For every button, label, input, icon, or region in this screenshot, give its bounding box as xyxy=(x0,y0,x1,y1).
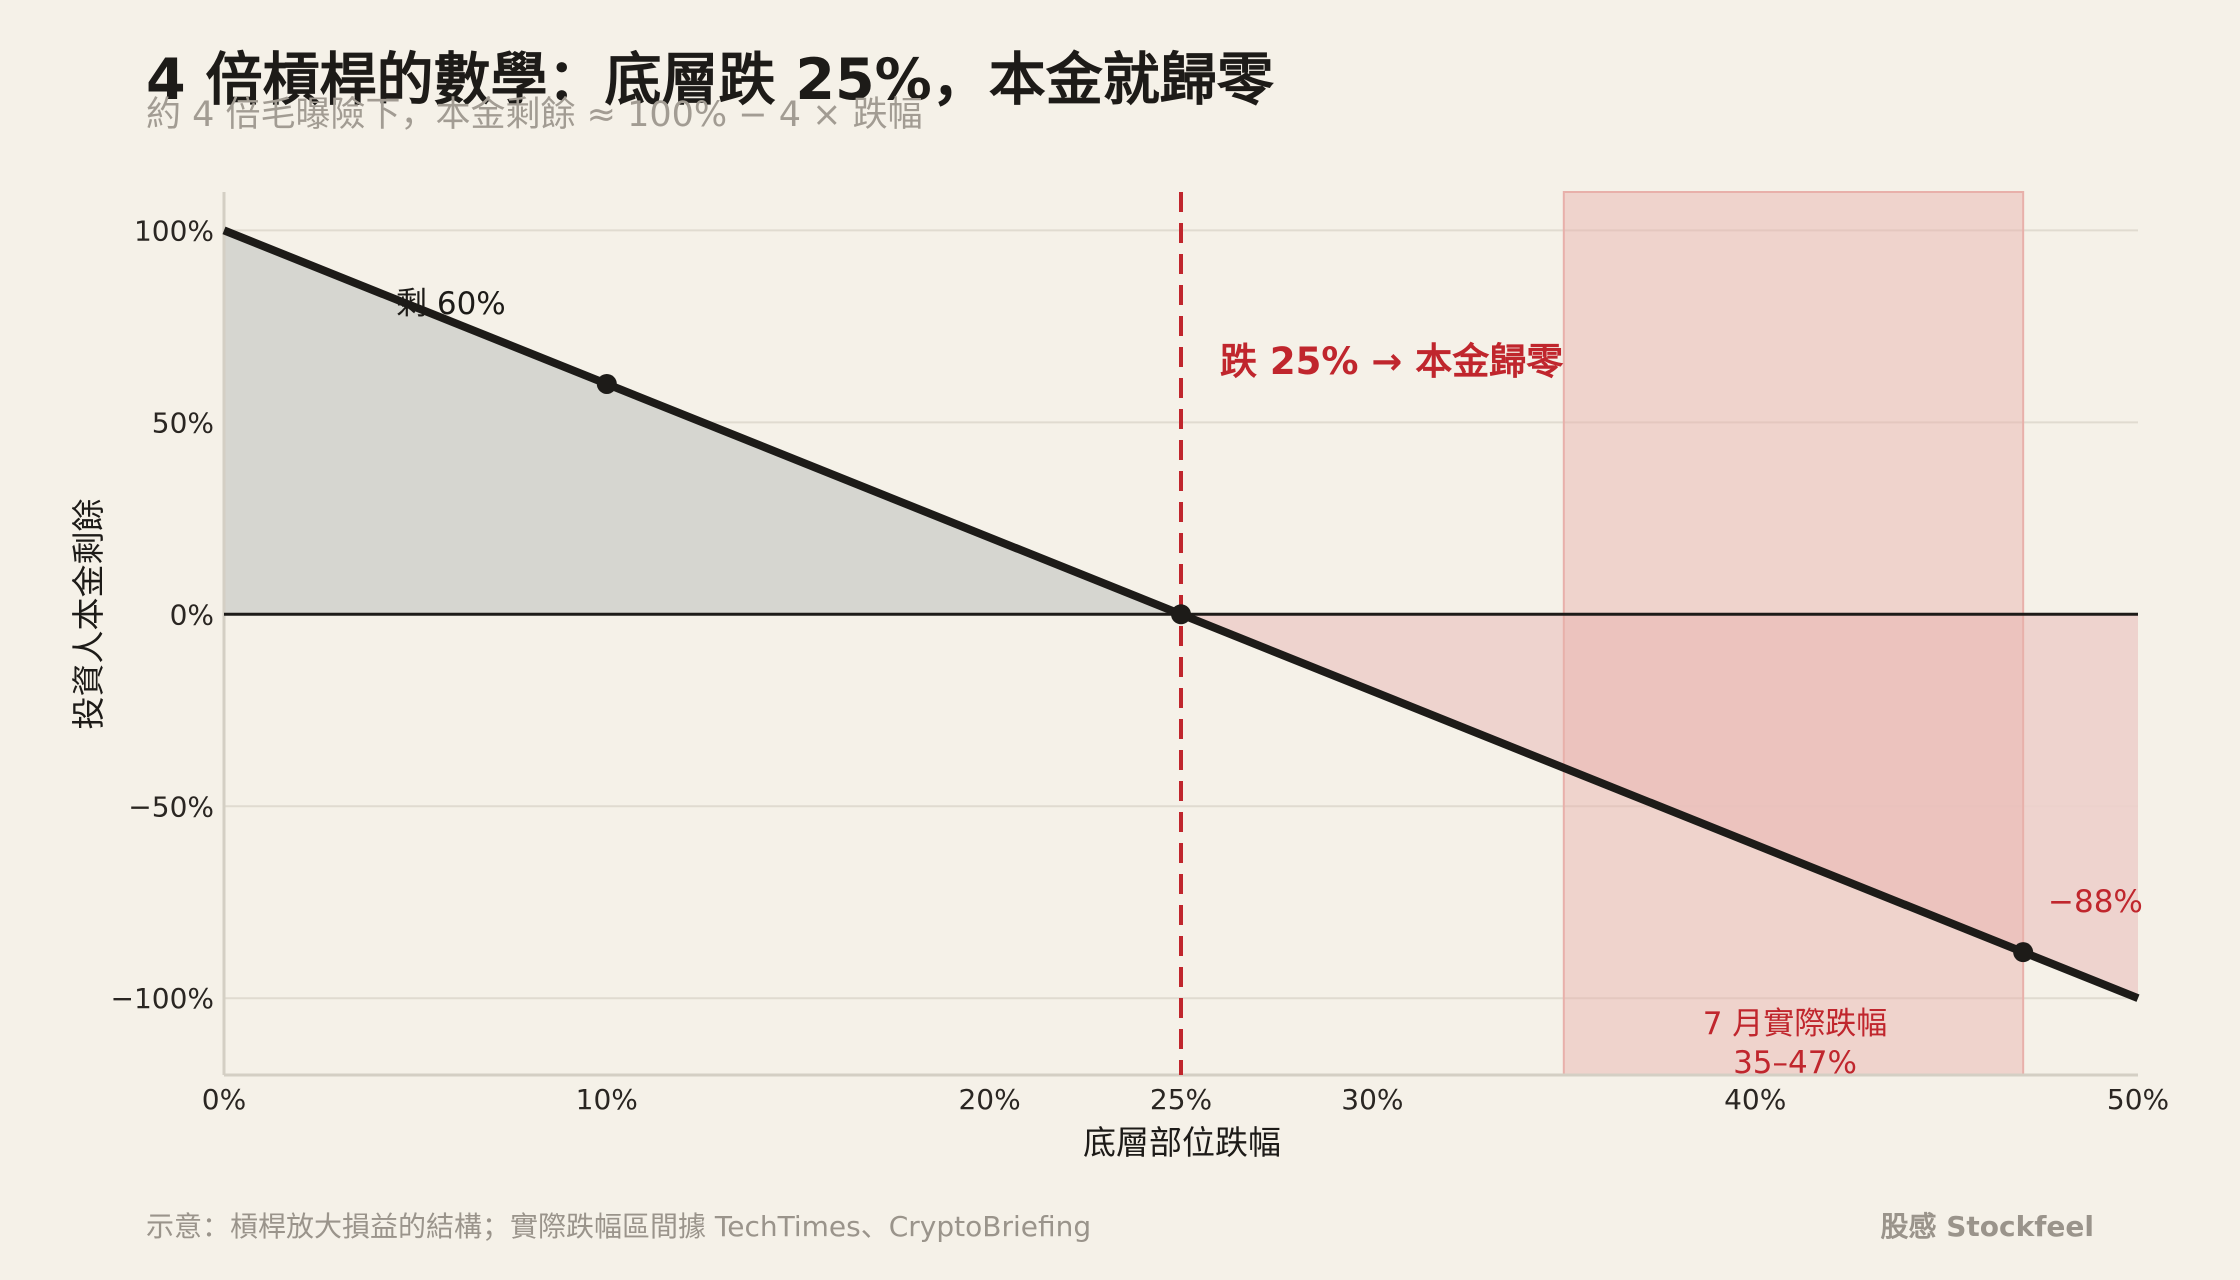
actual-range-label-line2: 35–47% xyxy=(1733,1045,1857,1081)
x-tick-labels: 0% 10% 20% 25% 30% 40% 50% xyxy=(202,1083,2169,1116)
source-note: 示意：槓桿放大損益的結構；實際跌幅區間據 TechTimes、CryptoBri… xyxy=(146,1210,1092,1243)
data-point xyxy=(596,373,617,394)
y-tick-label: 50% xyxy=(152,406,214,439)
zero-point-annotation: 跌 25% → 本金歸零 xyxy=(1220,340,1564,383)
y-tick-label: 100% xyxy=(134,214,214,247)
y-axis-title: 投資人本金剩餘 xyxy=(69,499,108,730)
y-tick-label: −50% xyxy=(128,790,214,823)
series-group xyxy=(222,192,2140,1075)
actual-range-label-line1: 7 月實際跌幅 xyxy=(1703,1006,1888,1042)
actual-range-band xyxy=(1562,191,2025,1076)
minus-88-annotation: −88% xyxy=(2048,884,2143,920)
x-tick-label: 40% xyxy=(1724,1083,1786,1116)
data-point xyxy=(1171,604,1191,625)
x-tick-label: 10% xyxy=(576,1083,638,1116)
x-tick-label: 30% xyxy=(1341,1083,1403,1116)
chart-subtitle: 約 4 倍毛曝險下，本金剩餘 ≈ 100% − 4 × 跌幅 xyxy=(146,95,923,135)
x-tick-label: 0% xyxy=(202,1083,246,1116)
brand-label: 股感 Stockfeel xyxy=(1880,1210,2094,1243)
y-tick-labels: 100% 50% 0% −50% −100% xyxy=(110,214,214,1015)
chart-title: 4 倍槓桿的數學：底層跌 25%，本金就歸零 xyxy=(146,47,1274,113)
data-point xyxy=(2013,942,2034,963)
x-tick-label: 20% xyxy=(958,1083,1020,1116)
y-tick-label: −100% xyxy=(110,982,214,1015)
x-tick-label: 50% xyxy=(2107,1083,2169,1116)
x-axis-title: 底層部位跌幅 xyxy=(1083,1123,1281,1162)
x-tick-label: 25% xyxy=(1150,1083,1212,1116)
y-tick-label: 0% xyxy=(170,598,214,631)
remaining-60-annotation: 剩 60% xyxy=(396,286,506,322)
